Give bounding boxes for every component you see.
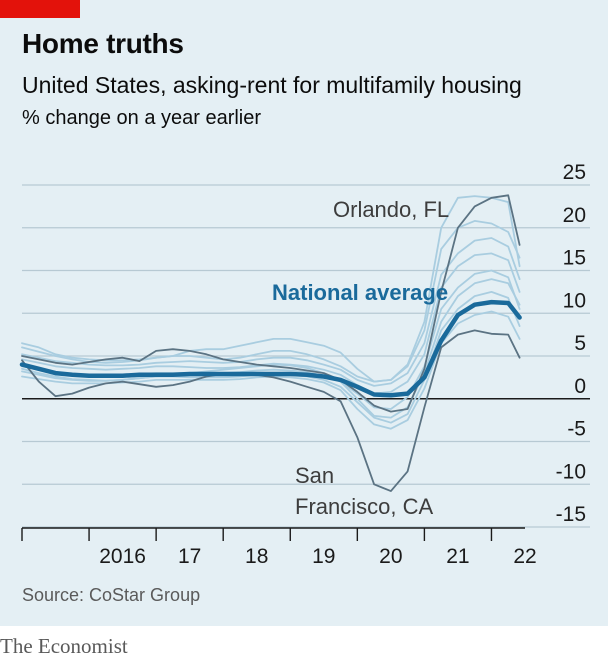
x-tick-label: 19 xyxy=(312,545,335,568)
series-lines xyxy=(19,194,522,493)
series-line-city xyxy=(21,237,521,387)
x-tick-label: 18 xyxy=(245,545,268,568)
gridlines xyxy=(22,184,590,528)
y-tick-label: -10 xyxy=(556,460,586,483)
publisher-logo: The Economist xyxy=(0,634,128,658)
series-line-city xyxy=(21,219,521,383)
annotation-label: San xyxy=(295,463,334,488)
annotation-label: Francisco, CA xyxy=(295,494,433,519)
chart-unit-label: % change on a year earlier xyxy=(22,107,262,129)
y-tick-label: 15 xyxy=(563,247,586,270)
annotation-label: Orlando, FL xyxy=(333,197,449,222)
y-tick-label: 10 xyxy=(563,289,586,312)
series-line-national-average xyxy=(19,299,522,398)
y-tick-label: 20 xyxy=(563,204,586,227)
y-tick-label: 0 xyxy=(574,375,586,398)
x-tick-label: 20 xyxy=(379,545,402,568)
y-tick-label: 5 xyxy=(574,332,586,355)
x-tick-label: 21 xyxy=(446,545,469,568)
y-tick-label: -5 xyxy=(567,418,586,441)
line-chart: 2016 17 18 19 20 21 22 25 20 15 10 5 0 -5 -10 -15 Orla… xyxy=(19,161,590,568)
x-tick-label: 22 xyxy=(513,545,536,568)
y-tick-label: -15 xyxy=(556,503,586,526)
series-line-orlando-fl xyxy=(21,194,521,413)
y-tick-label: 25 xyxy=(563,161,586,184)
x-axis: 2016 17 18 19 20 21 22 xyxy=(21,527,537,568)
x-tick-label: 17 xyxy=(178,545,201,568)
x-tick-label: 2016 xyxy=(99,545,146,568)
source-note: Source: CoStar Group xyxy=(22,585,201,605)
series-line-city xyxy=(21,252,521,395)
series-line-city xyxy=(21,278,521,419)
brand-red-tag xyxy=(0,0,80,18)
series-line-san-francisco-ca xyxy=(21,329,521,493)
chart-subtitle: United States, asking-rent for multifami… xyxy=(22,72,522,98)
y-axis: 25 20 15 10 5 0 -5 -10 -15 xyxy=(556,161,586,526)
annotations: Orlando, FL National average San Francisco,… xyxy=(272,197,449,519)
chart-title: Home truths xyxy=(22,28,184,59)
annotation-label: National average xyxy=(272,280,448,305)
